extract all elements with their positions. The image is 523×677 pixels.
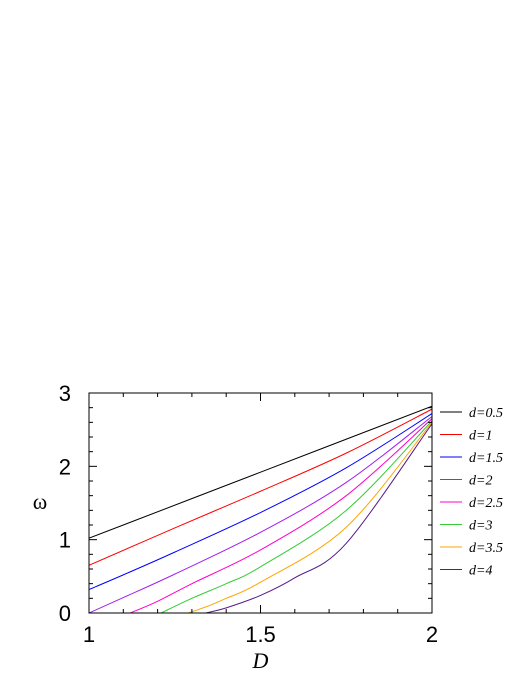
series-line-0 <box>89 405 432 539</box>
series-line-7 <box>205 423 432 613</box>
x-tick-label: 1 <box>83 622 95 647</box>
legend: d=0.5 d=1 d=1.5 d=2 d=2.5 d=3 d=3.5 d=4 <box>440 406 503 579</box>
y-tick-label: 0 <box>59 601 71 626</box>
series-line-3 <box>89 416 432 613</box>
series-line-4 <box>129 418 432 613</box>
legend-label-7: d=4 <box>469 564 492 579</box>
legend-label-4: d=2.5 <box>469 496 503 511</box>
legend-label-5: d=3 <box>469 519 492 534</box>
y-tick-label: 1 <box>59 528 71 553</box>
y-tick-label: 3 <box>59 381 71 406</box>
x-tick-label: 1.5 <box>245 622 276 647</box>
legend-label-2: d=1.5 <box>469 451 503 466</box>
x-axis-title: D <box>252 648 269 673</box>
ticks-layer <box>89 393 432 613</box>
legend-label-0: d=0.5 <box>469 406 503 421</box>
series-line-2 <box>89 413 432 590</box>
legend-label-1: d=1 <box>469 429 492 444</box>
y-axis-title: ω <box>33 489 47 514</box>
series-line-6 <box>188 422 432 613</box>
series-layer <box>89 405 432 613</box>
legend-label-3: d=2 <box>469 474 492 489</box>
series-line-5 <box>160 420 432 613</box>
x-tick-label: 2 <box>426 622 438 647</box>
y-tick-label: 2 <box>59 454 71 479</box>
legend-label-6: d=3.5 <box>469 541 503 556</box>
series-line-1 <box>89 408 432 566</box>
